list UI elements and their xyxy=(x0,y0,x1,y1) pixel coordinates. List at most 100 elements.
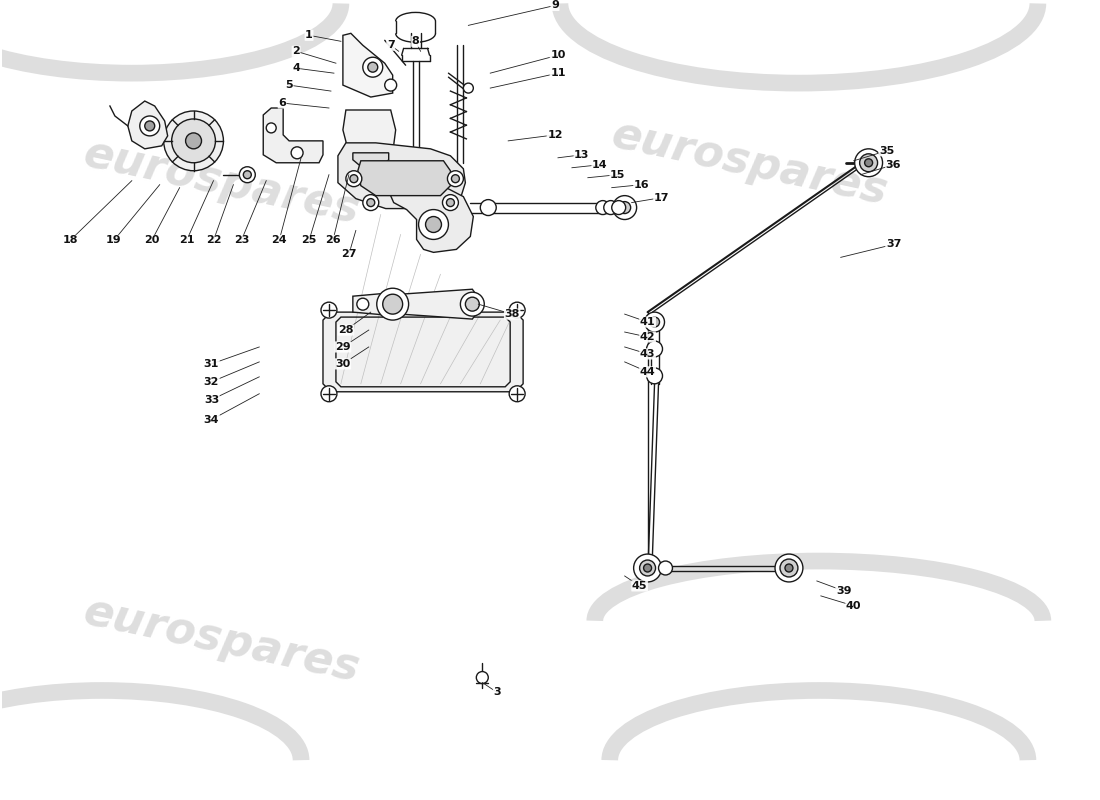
Circle shape xyxy=(321,302,337,318)
Circle shape xyxy=(345,170,362,186)
Text: 13: 13 xyxy=(574,150,590,160)
Circle shape xyxy=(509,386,525,402)
Circle shape xyxy=(447,198,454,206)
Circle shape xyxy=(860,154,878,172)
Circle shape xyxy=(865,158,872,166)
Circle shape xyxy=(385,79,397,91)
Circle shape xyxy=(650,317,660,327)
Text: 34: 34 xyxy=(204,414,219,425)
Circle shape xyxy=(240,166,255,182)
Circle shape xyxy=(639,560,656,576)
Circle shape xyxy=(145,121,155,131)
Text: 14: 14 xyxy=(592,160,607,170)
Circle shape xyxy=(776,554,803,582)
Text: 12: 12 xyxy=(547,130,563,140)
Text: 15: 15 xyxy=(610,170,626,180)
Text: 19: 19 xyxy=(106,235,122,246)
Circle shape xyxy=(164,111,223,170)
Text: 30: 30 xyxy=(336,359,351,369)
Circle shape xyxy=(363,58,383,77)
Text: 20: 20 xyxy=(144,235,159,246)
Circle shape xyxy=(383,294,403,314)
Text: 38: 38 xyxy=(505,309,520,319)
Circle shape xyxy=(659,561,672,575)
Circle shape xyxy=(613,196,637,219)
Circle shape xyxy=(463,83,473,93)
Text: 7: 7 xyxy=(387,40,395,50)
Circle shape xyxy=(448,170,463,186)
Circle shape xyxy=(481,200,496,215)
Circle shape xyxy=(647,368,662,384)
Circle shape xyxy=(451,174,460,182)
Text: 22: 22 xyxy=(206,235,221,246)
Polygon shape xyxy=(353,153,388,165)
Text: 5: 5 xyxy=(285,80,293,90)
Text: 21: 21 xyxy=(179,235,195,246)
Circle shape xyxy=(596,201,609,214)
Text: 45: 45 xyxy=(631,581,648,591)
Text: 26: 26 xyxy=(326,235,341,246)
Text: 24: 24 xyxy=(272,235,287,246)
Circle shape xyxy=(780,559,798,577)
Text: 39: 39 xyxy=(836,586,851,596)
Text: 36: 36 xyxy=(886,160,901,170)
Circle shape xyxy=(172,119,216,162)
Circle shape xyxy=(419,210,449,239)
Text: 40: 40 xyxy=(846,601,861,611)
Circle shape xyxy=(785,564,793,572)
Text: 4: 4 xyxy=(293,63,300,73)
Circle shape xyxy=(186,133,201,149)
Text: 33: 33 xyxy=(204,394,219,405)
Text: 11: 11 xyxy=(550,68,565,78)
Text: 8: 8 xyxy=(411,36,419,46)
Text: 3: 3 xyxy=(494,687,501,698)
Circle shape xyxy=(612,201,626,214)
Circle shape xyxy=(476,671,488,683)
Circle shape xyxy=(243,170,251,178)
Circle shape xyxy=(367,62,377,72)
Polygon shape xyxy=(387,182,473,252)
Circle shape xyxy=(644,564,651,572)
Text: 2: 2 xyxy=(293,46,300,56)
Text: 42: 42 xyxy=(640,332,656,342)
Text: 17: 17 xyxy=(653,193,669,202)
Text: 35: 35 xyxy=(879,146,894,156)
Polygon shape xyxy=(338,143,465,209)
Circle shape xyxy=(356,298,369,310)
Text: 29: 29 xyxy=(336,342,351,352)
Text: 10: 10 xyxy=(550,50,565,60)
Text: 32: 32 xyxy=(204,377,219,387)
Text: 44: 44 xyxy=(640,367,656,377)
Circle shape xyxy=(292,147,304,158)
Text: 27: 27 xyxy=(341,250,356,259)
Text: 1: 1 xyxy=(305,30,312,40)
Circle shape xyxy=(266,123,276,133)
Polygon shape xyxy=(343,34,393,97)
Circle shape xyxy=(363,194,378,210)
Circle shape xyxy=(140,116,159,136)
Circle shape xyxy=(855,149,882,177)
Circle shape xyxy=(426,217,441,233)
Text: eurospares: eurospares xyxy=(607,113,891,213)
Text: eurospares: eurospares xyxy=(79,133,363,233)
Polygon shape xyxy=(128,101,167,149)
Polygon shape xyxy=(323,312,524,392)
Text: 23: 23 xyxy=(233,235,249,246)
Circle shape xyxy=(509,302,525,318)
Circle shape xyxy=(604,201,618,214)
Text: 18: 18 xyxy=(63,235,78,246)
Circle shape xyxy=(634,554,661,582)
Text: 25: 25 xyxy=(301,235,317,246)
Text: 9: 9 xyxy=(551,1,559,10)
Circle shape xyxy=(366,198,375,206)
Polygon shape xyxy=(343,110,396,173)
Circle shape xyxy=(647,341,662,357)
Text: 41: 41 xyxy=(640,317,656,327)
Text: 16: 16 xyxy=(634,180,649,190)
Text: 43: 43 xyxy=(640,349,656,359)
Circle shape xyxy=(465,297,480,311)
Polygon shape xyxy=(400,290,477,319)
Polygon shape xyxy=(353,292,400,316)
Text: 37: 37 xyxy=(886,239,901,250)
Circle shape xyxy=(618,202,630,214)
